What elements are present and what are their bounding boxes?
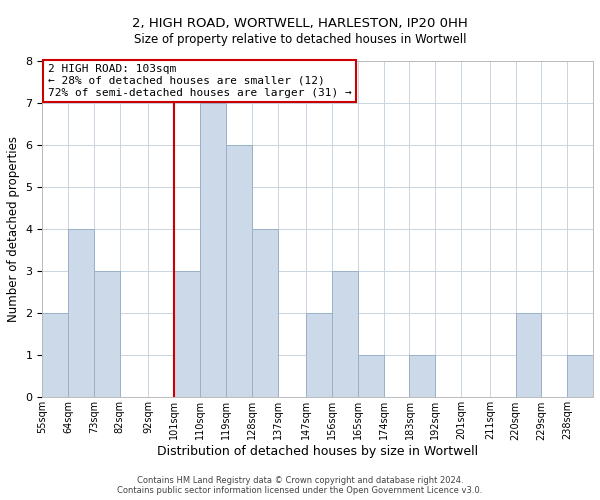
Bar [94, 271, 120, 398]
Bar [358, 356, 383, 398]
Text: 2, HIGH ROAD, WORTWELL, HARLESTON, IP20 0HH: 2, HIGH ROAD, WORTWELL, HARLESTON, IP20 … [132, 18, 468, 30]
Bar [174, 271, 200, 398]
Bar [68, 229, 94, 398]
Bar [200, 103, 226, 398]
Bar [332, 271, 358, 398]
Bar [306, 313, 335, 398]
Y-axis label: Number of detached properties: Number of detached properties [7, 136, 20, 322]
Bar [226, 145, 252, 398]
Bar [515, 313, 541, 398]
X-axis label: Distribution of detached houses by size in Wortwell: Distribution of detached houses by size … [157, 445, 478, 458]
Text: Contains HM Land Registry data © Crown copyright and database right 2024.: Contains HM Land Registry data © Crown c… [137, 476, 463, 485]
Text: Size of property relative to detached houses in Wortwell: Size of property relative to detached ho… [134, 32, 466, 46]
Bar [409, 356, 436, 398]
Text: 2 HIGH ROAD: 103sqm
← 28% of detached houses are smaller (12)
72% of semi-detach: 2 HIGH ROAD: 103sqm ← 28% of detached ho… [48, 64, 352, 98]
Text: Contains public sector information licensed under the Open Government Licence v3: Contains public sector information licen… [118, 486, 482, 495]
Bar [252, 229, 278, 398]
Bar [43, 313, 68, 398]
Bar [567, 356, 593, 398]
